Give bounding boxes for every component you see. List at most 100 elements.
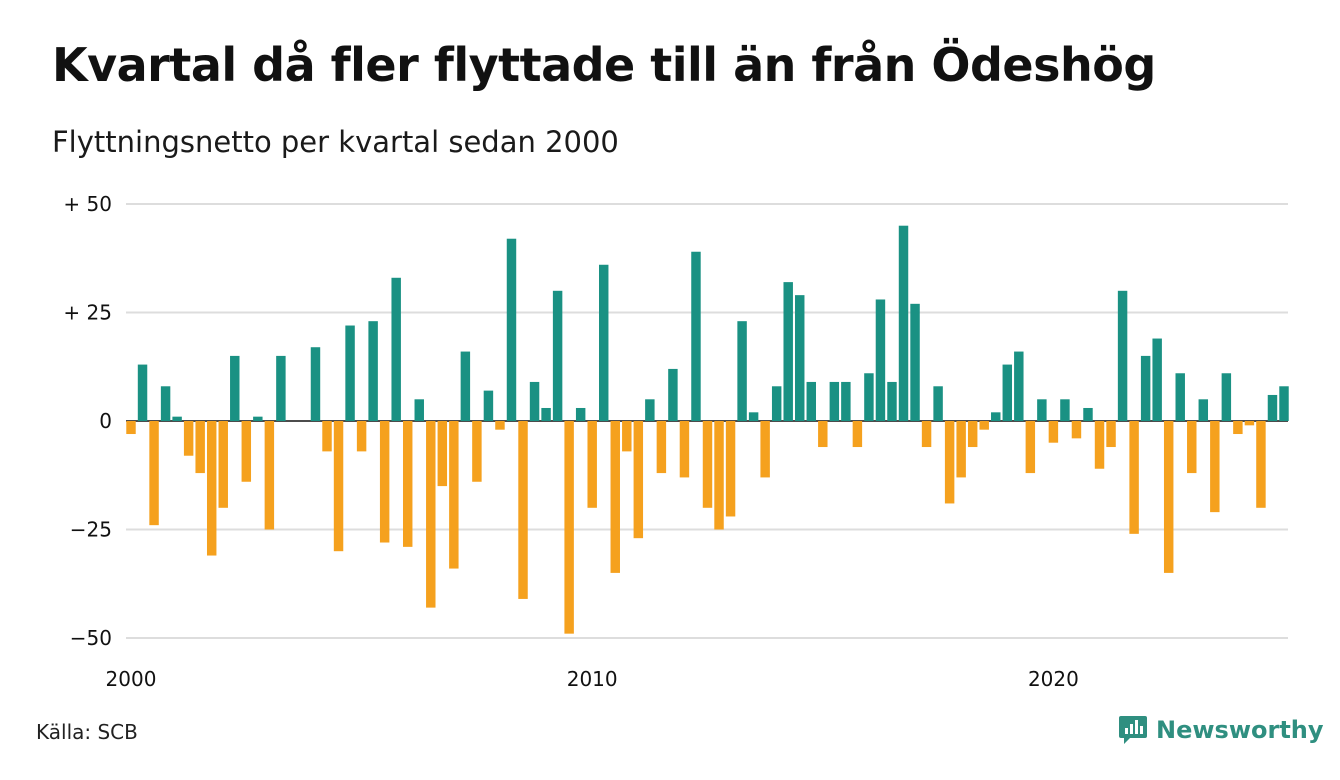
bar-positive (887, 381, 897, 421)
bar-negative (1025, 421, 1036, 474)
bar-negative (1210, 421, 1220, 513)
bar-negative (714, 421, 724, 530)
bar-positive (737, 321, 747, 421)
bar-positive (1175, 373, 1185, 421)
bar-positive (310, 347, 321, 421)
y-tick-label: + 25 (63, 301, 112, 325)
source-note: Källa: SCB (36, 720, 138, 744)
bar-positive (1060, 399, 1070, 421)
bar-negative (564, 421, 574, 634)
bar-negative (426, 421, 436, 608)
y-tick-label: 0 (99, 409, 112, 433)
bar-negative (1129, 421, 1139, 534)
y-tick-label: −25 (70, 518, 112, 542)
bar-positive (795, 295, 805, 421)
x-tick-label: 2020 (1028, 667, 1079, 691)
bar-positive (771, 386, 782, 421)
bar-positive (137, 364, 148, 421)
bar-positive (414, 399, 424, 421)
bar-positive (599, 264, 609, 421)
bar-negative (702, 421, 713, 508)
newsworthy-logo-icon (1119, 716, 1147, 744)
bar-negative (633, 421, 644, 539)
bar-negative (1163, 421, 1174, 573)
bar-positive (1198, 399, 1209, 421)
bar-negative (587, 421, 597, 508)
bar-positive (748, 412, 759, 421)
bar-negative (818, 421, 828, 448)
bar-negative (760, 421, 770, 478)
bar-positive (668, 368, 678, 421)
bar-positive (1221, 373, 1232, 421)
bar-positive (1279, 386, 1289, 421)
bar-negative (967, 421, 978, 448)
bar-negative (195, 421, 205, 474)
bar-negative (622, 421, 632, 452)
bar-positive (1083, 407, 1093, 421)
bar-positive (898, 225, 909, 421)
brand-name: Newsworthy (1156, 716, 1324, 744)
bar-positive (841, 381, 851, 421)
bar-negative (956, 421, 966, 478)
bar-positive (368, 321, 378, 421)
bar-negative (356, 421, 367, 452)
bar-positive (391, 277, 401, 421)
bar-positive (460, 351, 471, 421)
bar-negative (449, 421, 459, 569)
bar-positive (875, 299, 886, 421)
bar-positive (230, 355, 240, 421)
bar-negative (1233, 421, 1243, 435)
bar-positive (276, 355, 286, 421)
y-tick-label: + 50 (63, 192, 112, 216)
bar-negative (126, 421, 136, 435)
bar-positive (541, 407, 551, 421)
bar-negative (944, 421, 955, 504)
bar-negative (1256, 421, 1266, 508)
bar-positive (552, 290, 563, 421)
bar-positive (829, 381, 840, 421)
y-tick-label: −50 (70, 626, 112, 650)
bar-positive (991, 412, 1001, 421)
bar-positive (1117, 290, 1128, 421)
bar-negative (1048, 421, 1059, 443)
bar-negative (333, 421, 344, 552)
bar-positive (1037, 399, 1047, 421)
bar-negative (149, 421, 159, 526)
bar-positive (345, 325, 355, 421)
bar-negative (518, 421, 528, 599)
bar-positive (160, 386, 171, 421)
bar-negative (183, 421, 194, 456)
bar-negative (725, 421, 736, 517)
bar-negative (241, 421, 252, 482)
bar-positive (529, 381, 540, 421)
bar-negative (322, 421, 332, 452)
bar-negative (437, 421, 448, 487)
bar-negative (921, 421, 932, 448)
bar-negative (852, 421, 863, 448)
x-tick-label: 2000 (106, 667, 157, 691)
bar-positive (506, 238, 517, 421)
bar-negative (656, 421, 667, 474)
bar-positive (783, 282, 793, 421)
bar-negative (264, 421, 275, 530)
brand-logo: Newsworthy (1118, 714, 1324, 746)
bar-positive (691, 251, 701, 421)
bar-negative (402, 421, 413, 547)
bar-negative (206, 421, 217, 556)
bar-positive (1152, 338, 1162, 421)
bar-positive (933, 386, 943, 421)
bar-negative (610, 421, 620, 573)
bar-negative (1187, 421, 1197, 474)
bar-positive (806, 381, 816, 421)
bar-positive (1140, 355, 1151, 421)
bar-positive (575, 407, 586, 421)
bar-negative (979, 421, 989, 430)
bar-positive (1014, 351, 1024, 421)
bar-positive (253, 416, 263, 421)
bar-negative (218, 421, 228, 508)
x-tick-label: 2010 (567, 667, 618, 691)
bar-positive (172, 416, 182, 421)
bar-negative (1106, 421, 1116, 448)
bar-positive (645, 399, 655, 421)
bar-negative (1244, 421, 1255, 426)
